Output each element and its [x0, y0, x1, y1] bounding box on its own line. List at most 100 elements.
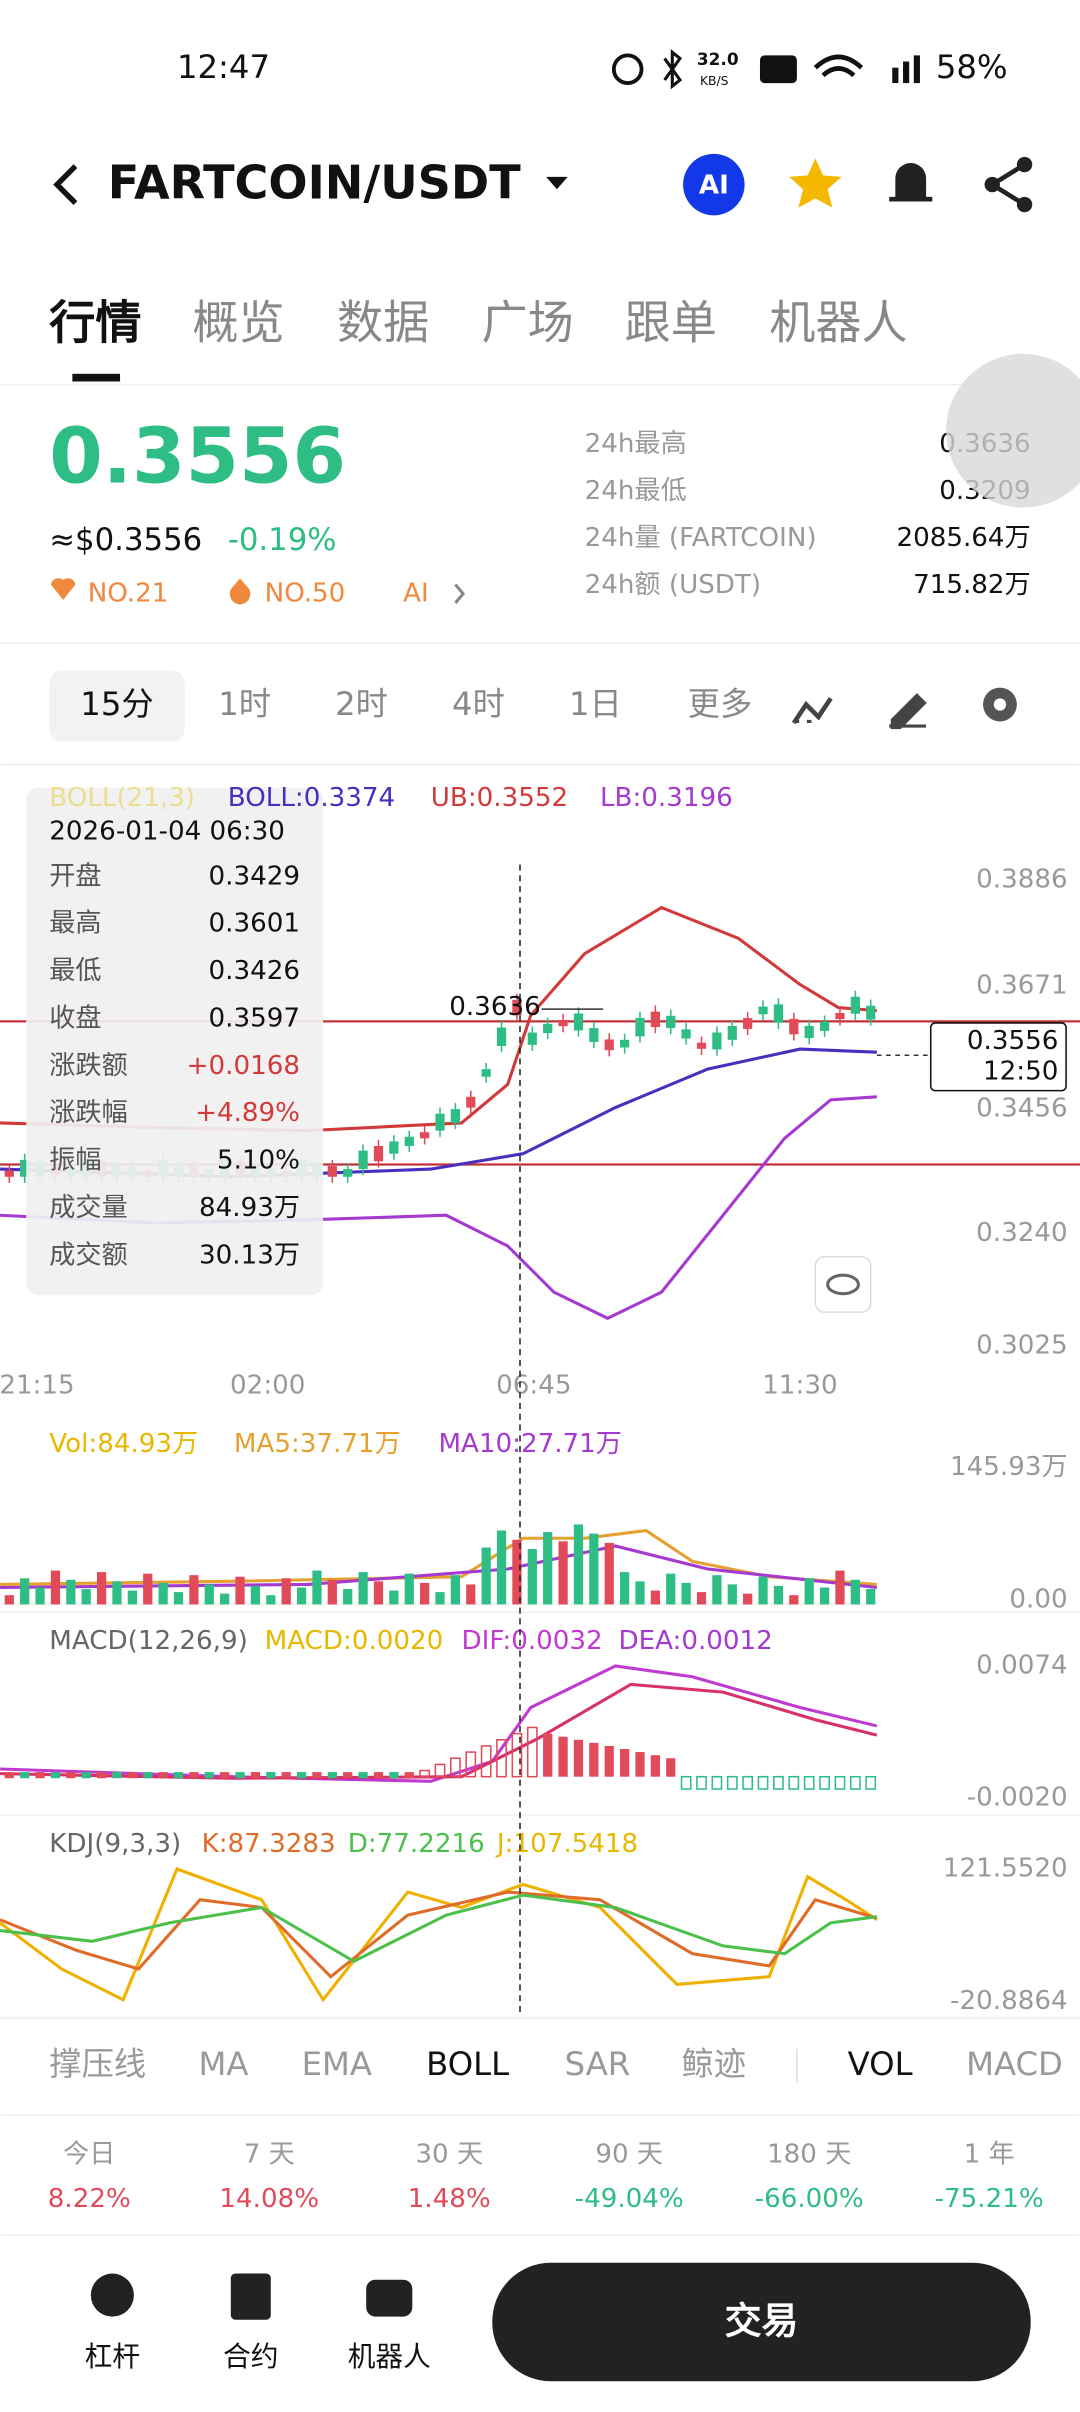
indicator[interactable]: BOLL [426, 2045, 509, 2083]
candle-body [543, 1023, 553, 1034]
rank[interactable]: NO.50 [265, 578, 346, 608]
indicator[interactable]: VOL [848, 2045, 913, 2083]
indicator[interactable]: MACD [966, 2045, 1063, 2083]
time-axis-label: 06:45 [496, 1370, 571, 1400]
tooltip-value: 0.3426 [209, 956, 300, 986]
macd-bar [849, 1775, 861, 1790]
perf-value: -66.00% [755, 2184, 864, 2214]
vol-bar [296, 1587, 307, 1605]
float-widget[interactable] [946, 353, 1080, 508]
macd-bar [480, 1745, 492, 1778]
chevron [454, 583, 466, 604]
stat-label: 24h最高 [585, 429, 687, 459]
macd-bar [834, 1775, 846, 1790]
interval[interactable]: 1时 [218, 685, 271, 723]
back-button[interactable] [53, 164, 78, 205]
tab[interactable]: 机器人 [769, 296, 907, 350]
interval[interactable]: 15分 [80, 685, 153, 723]
vol-bar [266, 1595, 276, 1605]
kdj-legend: D:77.2216 [348, 1829, 485, 1859]
vol-bar [466, 1584, 476, 1605]
kdj-axis-label: -20.8864 [950, 1986, 1068, 2016]
tab[interactable]: 概览 [192, 296, 284, 350]
tooltip-value: +0.0168 [187, 1051, 300, 1081]
vol-bar [4, 1595, 14, 1605]
tab-underline [72, 373, 121, 382]
macd-bar [573, 1739, 584, 1777]
current-price: 0.3556 [967, 1026, 1058, 1056]
vol-bar [220, 1593, 230, 1605]
macd-bar [543, 1733, 553, 1777]
vol-ma5 [0, 1528, 877, 1586]
macd-bar [112, 1772, 122, 1779]
vol-axis-label: 145.93万 [950, 1452, 1068, 1482]
vol-bar [173, 1592, 184, 1605]
indicator[interactable]: EMA [302, 2045, 372, 2083]
price-axis-label: 0.3025 [976, 1330, 1067, 1360]
macd-bar [680, 1775, 692, 1790]
fiat-price: ≈$0.3556 [49, 522, 202, 558]
trade-label[interactable]: 交易 [725, 2299, 799, 2342]
macd-bar [696, 1775, 707, 1790]
trade-button[interactable] [492, 2262, 1031, 2382]
indicator[interactable]: MA [199, 2045, 249, 2083]
eye-icon[interactable] [826, 1273, 860, 1296]
ai-link[interactable]: AI [403, 578, 429, 608]
vol-bar [481, 1547, 491, 1605]
nav-label[interactable]: 机器人 [348, 2340, 431, 2373]
vol-bar [281, 1578, 291, 1605]
interval[interactable]: 1日 [569, 685, 622, 723]
ai-button[interactable] [683, 153, 745, 216]
vol-bar [312, 1570, 322, 1605]
favorite-star[interactable] [789, 158, 842, 208]
contract-icon[interactable] [230, 2273, 271, 2320]
macd-bar [757, 1775, 769, 1790]
candle-body [4, 1170, 14, 1177]
tooltip-label: 最高 [49, 909, 101, 939]
ai-label[interactable]: AI [699, 171, 729, 201]
indicator[interactable]: 撑压线 [49, 2045, 146, 2083]
macd-bar [742, 1775, 754, 1790]
tab[interactable]: 广场 [482, 296, 574, 350]
signal [892, 67, 899, 84]
alert-bell[interactable] [889, 163, 933, 202]
pair-dropdown[interactable] [546, 176, 568, 190]
main-chart: 0.3636 0.3556 12:50 2026-01-04 06:30 [0, 787, 1080, 1321]
share-line[interactable] [987, 162, 1026, 207]
kdj-axis-label: 121.5520 [943, 1853, 1068, 1883]
candle-body [619, 1039, 630, 1048]
macd-bar [511, 1732, 523, 1778]
macd-bar [819, 1775, 830, 1790]
tab[interactable]: 跟单 [625, 296, 717, 350]
rank[interactable]: NO.21 [88, 578, 169, 608]
tab[interactable]: 行情 [49, 296, 141, 350]
macd-bar [373, 1772, 384, 1779]
settings-hole [993, 698, 1007, 711]
vol-bar [420, 1582, 430, 1605]
eye-button[interactable] [814, 1255, 872, 1313]
draw-icon[interactable] [889, 693, 927, 730]
nav-label[interactable]: 合约 [223, 2340, 278, 2373]
nav-label[interactable]: 杠杆 [85, 2340, 140, 2373]
candle-body [866, 1005, 876, 1020]
vol-bar [435, 1592, 445, 1605]
boll-legend: UB:0.3552 [431, 783, 568, 813]
interval[interactable]: 更多 [688, 685, 753, 723]
leverage-icon[interactable] [90, 2273, 134, 2317]
tab[interactable]: 数据 [337, 296, 429, 350]
kdj-chart [0, 1867, 878, 2003]
battery: 58% [936, 48, 1008, 86]
chart-type-icon[interactable] [791, 697, 833, 725]
share-button[interactable] [984, 156, 1033, 213]
stat-label: 24h量 (FARTCOIN) [585, 523, 817, 553]
pair-title[interactable]: FARTCOIN/USDT [108, 156, 521, 210]
indicator[interactable]: 鲸迹 [682, 2045, 747, 2083]
candle-body [604, 1039, 614, 1051]
vol-bar [681, 1582, 691, 1605]
interval[interactable]: 2时 [335, 685, 388, 723]
indicator[interactable]: SAR [565, 2045, 631, 2083]
interval[interactable]: 4时 [452, 685, 505, 723]
candle-body [850, 996, 860, 1014]
bot-icon[interactable] [366, 2279, 413, 2317]
